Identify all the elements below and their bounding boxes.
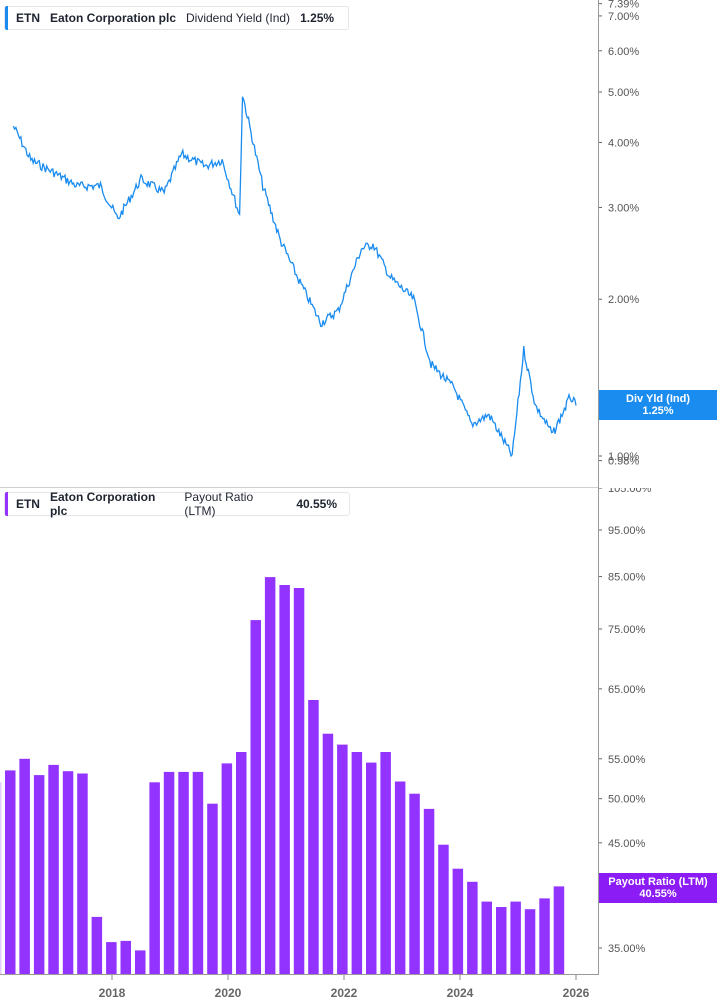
legend-company: Eaton Corporation plc [50, 11, 176, 25]
dividend-yield-legend: ETN Eaton Corporation plc Dividend Yield… [4, 6, 349, 30]
payout-bar[interactable] [48, 764, 59, 974]
payout-bar[interactable] [91, 916, 103, 974]
svg-text:0.98%: 0.98% [608, 456, 639, 468]
payout-bar[interactable] [77, 773, 88, 975]
payout-bar[interactable] [33, 775, 45, 974]
payout-bar[interactable] [5, 770, 16, 974]
legend-ticker: ETN [15, 497, 40, 511]
dividend-yield-line[interactable] [12, 96, 577, 458]
flag-label: Div Yld (Ind) [626, 393, 690, 405]
svg-text:2022: 2022 [331, 986, 358, 1000]
payout-bar[interactable] [236, 752, 247, 974]
svg-text:2026: 2026 [563, 986, 590, 1000]
flag-value: 40.55% [639, 888, 677, 900]
payout-bar[interactable] [120, 940, 132, 974]
svg-text:65.00%: 65.00% [608, 684, 646, 696]
svg-text:45.00%: 45.00% [608, 838, 646, 850]
payout-ratio-bars [0, 577, 565, 975]
svg-text:7.39%: 7.39% [608, 0, 639, 11]
payout-bar[interactable] [19, 758, 30, 974]
payout-bar[interactable] [409, 793, 420, 974]
dividend-yield-chart[interactable]: 7.39%7.00% 6.00% 5.00% 4.00% 3.00% 2.00% 1.00%… [0, 0, 717, 488]
payout-bar[interactable] [135, 950, 146, 974]
payout-bar[interactable] [279, 585, 290, 974]
svg-text:6.00%: 6.00% [608, 46, 639, 58]
legend-metric: Payout Ratio (LTM) [184, 490, 254, 518]
dividend-yield-panel: 7.39% 7.00% 6.00% 5.00% 4.00% 3.00% 2.00% 1.00%… [0, 0, 717, 488]
payout-bar[interactable] [207, 803, 218, 974]
svg-text:1.00%: 1.00% [608, 451, 639, 463]
payout-bar[interactable] [322, 733, 334, 974]
svg-text:85.00%: 85.00% [608, 572, 646, 584]
payout-bar[interactable] [539, 898, 550, 974]
payout-bar[interactable] [221, 763, 233, 974]
payout-bar[interactable] [524, 909, 536, 974]
svg-text:75.00%: 75.00% [608, 624, 646, 636]
legend-metric: Dividend Yield (Ind) [186, 11, 291, 25]
svg-text:2020: 2020 [215, 986, 242, 1000]
svg-text:95.00%: 95.00% [608, 525, 646, 537]
series-color-swatch [5, 492, 8, 516]
svg-text:2.00%: 2.00% [608, 294, 639, 306]
dividend-yield-price-flag: Div Yld (Ind) 1.25% [599, 390, 717, 420]
x-axis-ticks: 2018 2020 2022 2024 2026 [99, 975, 590, 1000]
y-axis-ticks: 105.00% 95.00% 85.00% 75.00% 65.00% 55.00% 50.… [599, 488, 652, 955]
payout-bar[interactable] [423, 808, 435, 974]
legend-value: 40.55% [296, 497, 338, 511]
payout-bar[interactable] [106, 942, 117, 974]
y-axis-ticks: 7.39%7.00% 6.00% 5.00% 4.00% 3.00% 2.00% 1.00%… [599, 0, 639, 468]
svg-text:2018: 2018 [99, 986, 126, 1000]
series-color-swatch [5, 6, 8, 30]
legend-ticker: ETN [16, 11, 40, 25]
svg-text:7.00%: 7.00% [608, 11, 639, 23]
payout-bar[interactable] [452, 868, 464, 974]
payout-bar[interactable] [149, 782, 160, 974]
payout-ratio-panel: 105.00% 95.00% 85.00% 75.00% 65.00% 55.00% 50.… [0, 488, 717, 1005]
payout-bar[interactable] [510, 901, 521, 974]
panel-divider[interactable] [0, 487, 598, 488]
payout-bar[interactable] [394, 781, 406, 975]
legend-value: 1.25% [300, 11, 335, 25]
payout-ratio-price-flag: Payout Ratio (LTM) 40.55% [599, 873, 717, 903]
payout-bar[interactable] [178, 771, 189, 974]
svg-text:5.00%: 5.00% [608, 87, 639, 99]
payout-ratio-chart[interactable]: 105.00% 95.00% 85.00% 75.00% 65.00% 55.00% 50.… [0, 488, 717, 1005]
payout-ratio-legend: ETN Eaton Corporation plc Payout Ratio (… [4, 490, 350, 518]
payout-bar[interactable] [553, 886, 565, 974]
payout-bar[interactable] [366, 762, 377, 974]
svg-text:35.00%: 35.00% [608, 943, 646, 955]
payout-bar[interactable] [337, 744, 348, 974]
svg-text:2024: 2024 [447, 986, 474, 1000]
payout-bar[interactable] [163, 771, 175, 974]
payout-bar[interactable] [380, 752, 391, 974]
payout-bar[interactable] [481, 901, 493, 974]
payout-bar[interactable] [467, 881, 478, 974]
payout-bar[interactable] [250, 620, 262, 974]
legend-company: Eaton Corporation plc [49, 490, 156, 518]
payout-bar[interactable] [438, 844, 449, 974]
flag-label: Payout Ratio (LTM) [608, 876, 708, 888]
svg-text:105.00%: 105.00% [608, 488, 652, 495]
payout-bar[interactable] [192, 771, 204, 974]
payout-bar[interactable] [308, 700, 319, 974]
svg-text:55.00%: 55.00% [608, 754, 646, 766]
payout-bar[interactable] [496, 907, 507, 974]
flag-value: 1.25% [642, 405, 674, 417]
payout-bar[interactable] [264, 577, 276, 974]
payout-bar[interactable] [351, 752, 363, 974]
svg-text:4.00%: 4.00% [608, 137, 639, 149]
payout-bar[interactable] [293, 588, 305, 974]
payout-bar[interactable] [62, 771, 74, 974]
svg-text:3.00%: 3.00% [608, 203, 639, 215]
svg-text:50.00%: 50.00% [608, 794, 646, 806]
